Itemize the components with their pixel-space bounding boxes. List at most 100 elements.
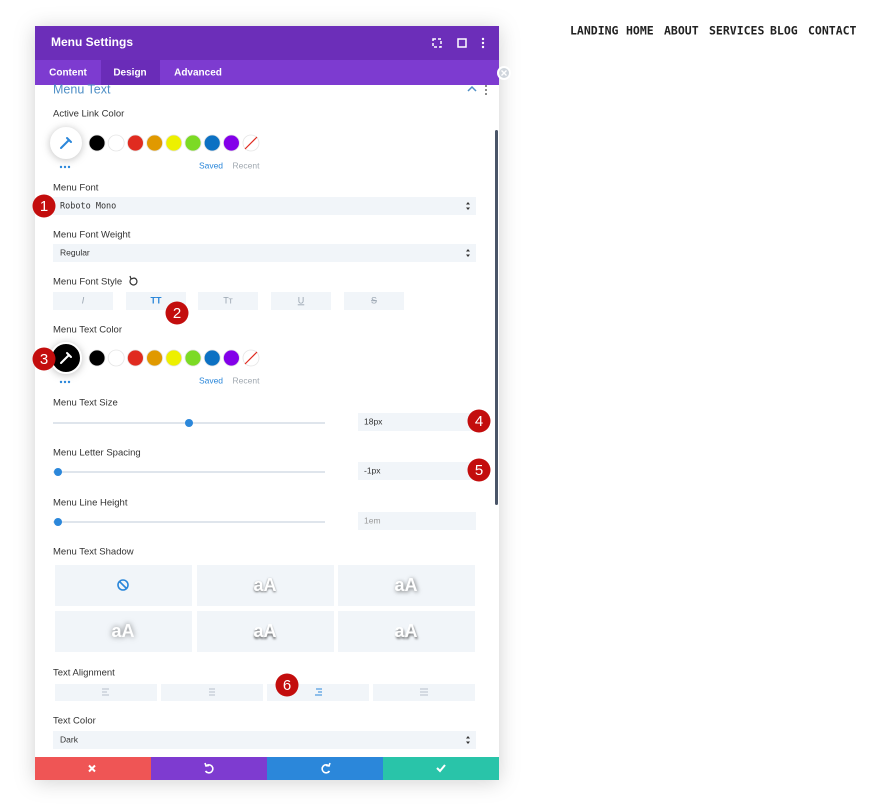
- callout-number: 3: [40, 351, 48, 368]
- callout-badge: [32, 194, 56, 218]
- nav-link[interactable]: HOME: [626, 24, 654, 38]
- palette-saved[interactable]: Saved: [199, 160, 223, 170]
- undo-button[interactable]: [151, 757, 267, 780]
- section-title: Menu Text: [53, 82, 111, 96]
- panel-header: [35, 26, 499, 60]
- tab[interactable]: Advanced: [174, 68, 222, 79]
- palette-more[interactable]: [67, 380, 71, 384]
- palette-recent[interactable]: Recent: [233, 160, 261, 170]
- palette-more[interactable]: [63, 165, 67, 169]
- section-more[interactable]: [485, 85, 487, 87]
- font-style-option: U: [298, 295, 305, 305]
- shadow-option[interactable]: [338, 611, 475, 652]
- panel-title: Menu Settings: [51, 35, 133, 49]
- callout-number: 4: [475, 413, 483, 430]
- panel: [35, 26, 499, 780]
- font-style-option: S: [371, 295, 377, 305]
- callout-number: 2: [173, 305, 181, 322]
- palette-saved[interactable]: Saved: [199, 375, 223, 385]
- close-icon: [501, 70, 507, 76]
- redo-button[interactable]: [267, 757, 383, 780]
- shadow-option[interactable]: [197, 611, 334, 652]
- slider-input[interactable]: [358, 462, 476, 480]
- icon-columns[interactable]: [457, 38, 467, 48]
- color-swatch[interactable]: [222, 134, 240, 152]
- color-swatch[interactable]: [222, 349, 240, 367]
- font-style-button[interactable]: [271, 292, 331, 310]
- icon-more[interactable]: [481, 41, 485, 45]
- select-box[interactable]: [53, 197, 476, 215]
- color-swatch[interactable]: [107, 349, 125, 367]
- section-more[interactable]: [485, 89, 487, 91]
- swatch-strike: [244, 136, 258, 150]
- font-style-button[interactable]: [198, 292, 258, 310]
- slider-value: 18px: [364, 416, 383, 426]
- no-shadow-slash: [118, 580, 128, 590]
- shadow-option[interactable]: [338, 565, 475, 606]
- font-style-button[interactable]: [53, 292, 113, 310]
- palette-more[interactable]: [59, 380, 63, 384]
- nav-link[interactable]: ABOUT: [664, 24, 699, 38]
- collapse-icon[interactable]: [467, 85, 477, 92]
- nav-link[interactable]: LANDING: [570, 24, 619, 38]
- field-label: Menu Line Height: [53, 498, 128, 509]
- color-swatch[interactable]: [88, 134, 106, 152]
- eyedropper-icon: [60, 352, 72, 364]
- color-swatch[interactable]: [184, 349, 202, 367]
- icon-more[interactable]: [481, 37, 485, 41]
- color-swatch[interactable]: [107, 134, 125, 152]
- color-swatch[interactable]: [88, 349, 106, 367]
- font-style-button[interactable]: [344, 292, 404, 310]
- field-label: Menu Text Color: [53, 325, 122, 336]
- callout-badge: [467, 458, 491, 482]
- color-swatch[interactable]: [184, 134, 202, 152]
- color-swatch[interactable]: [146, 134, 164, 152]
- select-box[interactable]: [53, 244, 476, 262]
- color-swatch[interactable]: [203, 349, 221, 367]
- select-box[interactable]: [53, 731, 476, 749]
- slider-knob[interactable]: [54, 468, 62, 476]
- shadow-option[interactable]: [55, 611, 192, 652]
- callout-badge: [467, 409, 491, 433]
- slider-input[interactable]: [358, 512, 476, 530]
- palette-more[interactable]: [63, 380, 67, 384]
- color-swatch[interactable]: [146, 349, 164, 367]
- palette-more[interactable]: [59, 165, 63, 169]
- callout-number: 6: [283, 677, 291, 694]
- palette-recent[interactable]: Recent: [233, 375, 261, 385]
- slider-knob[interactable]: [185, 419, 193, 427]
- field-label: Text Color: [53, 716, 96, 727]
- font-style-option: I: [82, 295, 85, 305]
- section-more[interactable]: [485, 93, 487, 95]
- nav-link[interactable]: CONTACT: [808, 24, 857, 38]
- tab[interactable]: Design: [113, 68, 146, 79]
- slider-input[interactable]: [358, 413, 476, 431]
- no-shadow-icon: [117, 579, 129, 591]
- slider-knob[interactable]: [54, 518, 62, 526]
- select-arrow: [466, 736, 470, 744]
- redo-icon: [321, 762, 331, 774]
- select-value: Regular: [60, 247, 90, 257]
- field-label: Menu Font: [53, 183, 99, 194]
- tab[interactable]: Content: [49, 68, 87, 79]
- nav-link[interactable]: SERVICES: [709, 24, 764, 38]
- reset-icon[interactable]: [129, 275, 138, 286]
- field-label: Menu Text Size: [53, 398, 118, 409]
- shadow-preview: aA: [111, 621, 134, 641]
- nav-link[interactable]: BLOG: [770, 24, 798, 38]
- color-swatch[interactable]: [165, 134, 183, 152]
- cancel-icon: [88, 764, 96, 773]
- color-swatch[interactable]: [126, 349, 144, 367]
- shadow-option[interactable]: [197, 565, 334, 606]
- color-swatch[interactable]: [165, 349, 183, 367]
- field-label: Active Link Color: [53, 109, 124, 120]
- color-swatch[interactable]: [203, 134, 221, 152]
- color-swatch[interactable]: [126, 134, 144, 152]
- icon-more[interactable]: [481, 45, 485, 49]
- palette-more[interactable]: [67, 165, 71, 169]
- undo-icon: [204, 762, 214, 774]
- shadow-preview: aA: [394, 575, 417, 595]
- slider-value: 1em: [364, 515, 381, 525]
- field-label: Menu Letter Spacing: [53, 448, 141, 459]
- icon-fullscreen[interactable]: [432, 38, 442, 48]
